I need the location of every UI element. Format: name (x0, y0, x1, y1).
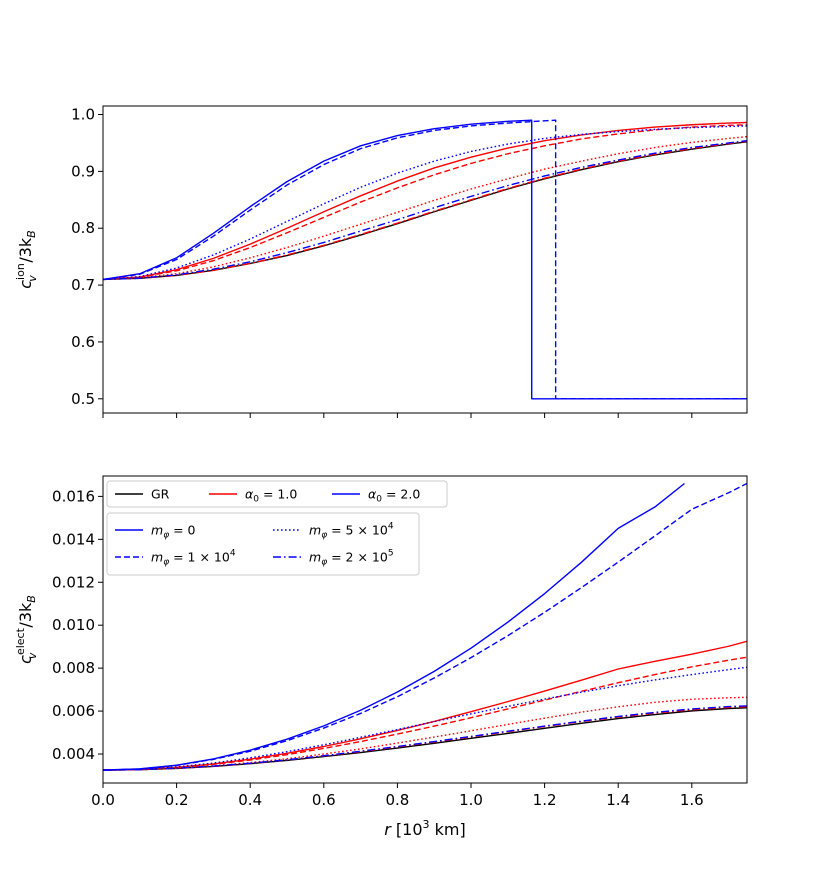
y-tick-label: 0.004 (52, 745, 95, 763)
series-line-alpha2-dashdot (103, 705, 747, 771)
series-line-alpha2-dotted (103, 666, 747, 771)
y-tick-label: 0.014 (52, 530, 95, 548)
legend-mass-label: mφ = 2 × 105 (309, 549, 394, 568)
x-tick-label: 0.4 (238, 791, 262, 809)
series-group (103, 119, 747, 400)
series-line-alpha1-dashed (103, 124, 747, 281)
y-axis-label: cionv/3kB (14, 230, 39, 288)
y-tick-label: 0.5 (71, 390, 95, 408)
axes-frame (102, 475, 748, 784)
series-line-alpha2-dashed (103, 119, 747, 400)
legend-alpha-box (106, 480, 448, 508)
x-tick-label: 1.2 (533, 791, 557, 809)
x-tick-label: 1.6 (680, 791, 704, 809)
series-line-alpha1-solid (103, 121, 747, 281)
legend-mass-label: mφ = 5 × 104 (309, 522, 394, 541)
legend-alpha-label: GR (151, 487, 170, 502)
x-tick-label: 0.6 (312, 791, 336, 809)
series-line-alpha2-dashed (103, 482, 747, 771)
series-line-alpha2-solid (103, 482, 685, 771)
legend-alpha-label: α0 = 1.0 (245, 487, 297, 505)
series-line-alpha1-dashed (103, 656, 747, 771)
series-line-alpha1-solid (103, 640, 747, 771)
series-group (103, 482, 747, 771)
y-tick-label: 0.008 (52, 659, 95, 677)
bottom-panel: 0.0 0.2 0.4 0.6 0.8 1.0 1.2 1.4 1.6 0.004 0.006 0.0… (14, 475, 748, 839)
x-tick-label: 0.0 (91, 791, 115, 809)
x-tick-label: 0.2 (165, 791, 189, 809)
y-tick-label: 0.010 (52, 616, 95, 634)
top-panel: 0.5 0.6 0.7 0.8 0.9 1.0 cionv/3kB (14, 105, 748, 418)
y-axis-label: celectv/3kB (14, 595, 39, 664)
series-line-alpha2-dotted (103, 125, 747, 281)
legend-mass-label: mφ = 0 (151, 523, 196, 541)
y-tick-label: 0.006 (52, 702, 95, 720)
y-tick-label: 0.6 (71, 333, 95, 351)
axes-frame (102, 105, 748, 414)
series-line-alpha1-dashdot (103, 140, 747, 281)
x-axis-label: r [103 km] (384, 818, 465, 839)
y-tick-label: 0.7 (71, 276, 95, 294)
y-tick-label: 1.0 (71, 106, 95, 124)
x-tick-label: 0.8 (385, 791, 409, 809)
legend-mass-box (106, 512, 420, 576)
y-tick-label: 0.012 (52, 573, 95, 591)
y-tick-label: 0.9 (71, 162, 95, 180)
x-tick-label: 1.0 (459, 791, 483, 809)
x-tick-label: 1.4 (606, 791, 630, 809)
legend-mass-label: mφ = 1 × 104 (151, 549, 236, 568)
series-line-alpha2-dashdot (103, 139, 747, 281)
y-tick-label: 0.8 (71, 219, 95, 237)
series-line-alpha1-dotted (103, 136, 747, 281)
y-tick-label: 0.016 (52, 487, 95, 505)
legend-alpha-label: α0 = 2.0 (368, 487, 420, 505)
series-line-alpha1-dotted (103, 696, 747, 771)
series-line-alpha2-solid (103, 119, 747, 400)
